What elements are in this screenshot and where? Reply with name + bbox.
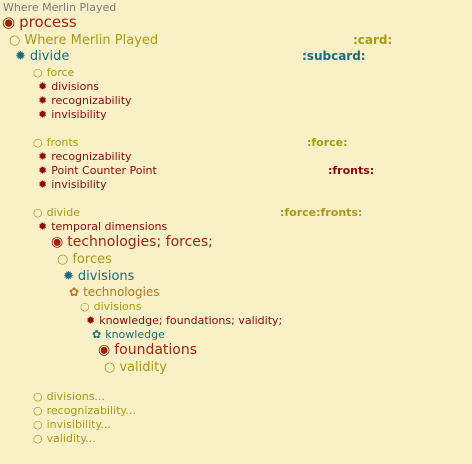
star-bullet-icon: ✹ xyxy=(38,164,48,177)
outline-item-label: Point Counter Point xyxy=(51,164,157,177)
circle-bullet-icon: ○ xyxy=(57,252,69,267)
outline-item-knowledge-foundations-validity[interactable]: ✹ knowledge; foundations; validity; xyxy=(86,315,282,326)
outline-item-divide[interactable]: ○ divide xyxy=(33,207,80,218)
outline-item-label: recognizability xyxy=(51,150,132,163)
outline-item-label: fronts xyxy=(46,136,79,149)
tag-force-fronts: :force:fronts: xyxy=(280,206,363,219)
circle-dot-bullet-icon: ◉ xyxy=(2,13,16,31)
outline-item-label: validity... xyxy=(46,432,96,445)
circle-bullet-icon: ○ xyxy=(33,390,43,403)
circle-bullet-icon: ○ xyxy=(33,136,43,149)
circle-dot-bullet-icon: ◉ xyxy=(51,234,64,250)
outline-item-force[interactable]: ○ force xyxy=(33,67,74,78)
outline-item-label: knowledge; foundations; validity; xyxy=(99,314,283,327)
outline-item-label: invisibility... xyxy=(46,418,111,431)
outline-item-label: divisions... xyxy=(46,390,105,403)
outline-item-forces[interactable]: ○ forces xyxy=(57,253,112,266)
outline-item-divisions[interactable]: ✹ divisions xyxy=(63,270,134,283)
star-bullet-icon: ✹ xyxy=(38,220,48,233)
star-bullet-icon: ✹ xyxy=(38,178,48,191)
outline-item-label: technologies xyxy=(83,285,160,299)
circle-bullet-icon: ○ xyxy=(33,206,43,219)
outline-item-label: force xyxy=(46,66,75,79)
outline-item-label: divide xyxy=(29,49,70,64)
outline-item-technologies[interactable]: ✿ technologies xyxy=(69,286,160,298)
star-bullet-icon: ✹ xyxy=(38,94,48,107)
outline-item-recognizability[interactable]: ✹ recognizability xyxy=(38,95,132,106)
star-bullet-icon: ✹ xyxy=(15,49,26,64)
outline-item-fronts[interactable]: ○ fronts xyxy=(33,137,79,148)
star-bullet-icon: ✹ xyxy=(86,314,96,327)
outline-item-label: validity xyxy=(119,360,167,375)
outline-item-label: technologies; forces; xyxy=(67,234,213,250)
outline-item-label: Where Merlin Played xyxy=(24,33,159,48)
outline-item-collapsed[interactable]: ○ recognizability... xyxy=(33,405,136,416)
star-bullet-icon: ✹ xyxy=(38,108,48,121)
star-bullet-icon: ✹ xyxy=(38,150,48,163)
outline-item-label: divide xyxy=(46,206,80,219)
circle-bullet-icon: ○ xyxy=(33,432,43,445)
outline-item-point-counter-point[interactable]: ✹ Point Counter Point xyxy=(38,165,157,176)
outline-item-label: knowledge xyxy=(105,328,165,341)
outline-item-collapsed[interactable]: ○ divisions... xyxy=(33,391,105,402)
flower-bullet-icon: ✿ xyxy=(69,285,80,299)
circle-bullet-icon: ○ xyxy=(9,33,21,48)
outline-item-label: divisions xyxy=(51,80,100,93)
outline-item-invisibility[interactable]: ✹ invisibility xyxy=(38,109,107,120)
circle-bullet-icon: ○ xyxy=(33,66,43,79)
circle-bullet-icon: ○ xyxy=(33,404,43,417)
circle-bullet-icon: ○ xyxy=(33,418,43,431)
circle-bullet-icon: ○ xyxy=(80,300,90,313)
outline-item-divide[interactable]: ✹ divide xyxy=(15,50,69,63)
outline-item-process[interactable]: ◉ process xyxy=(2,15,77,30)
outline-item-label: divisions xyxy=(93,300,142,313)
outline-item-label: recognizability... xyxy=(46,404,136,417)
star-bullet-icon: ✹ xyxy=(38,80,48,93)
outline-item-temporal-dimensions[interactable]: ✹ temporal dimensions xyxy=(38,221,167,232)
outline-item-collapsed[interactable]: ○ invisibility... xyxy=(33,419,111,430)
outline-item-label: foundations xyxy=(114,342,198,358)
outline-item-label: divisions xyxy=(77,269,135,284)
outline-item-technologies-forces[interactable]: ◉ technologies; forces; xyxy=(51,235,213,249)
tag-fronts: :fronts: xyxy=(328,164,375,177)
outline-item-label: temporal dimensions xyxy=(51,220,168,233)
outline-item-divisions[interactable]: ✹ divisions xyxy=(38,81,99,92)
outline-item-label: invisibility xyxy=(51,178,107,191)
tag-subcard: :subcard: xyxy=(302,49,366,63)
outline-item-divisions[interactable]: ○ divisions xyxy=(80,301,141,312)
tag-force: :force: xyxy=(307,136,348,149)
outline-item-knowledge[interactable]: ✿ knowledge xyxy=(92,329,165,340)
outline-item-label: process xyxy=(19,13,77,31)
outline-item-invisibility[interactable]: ✹ invisibility xyxy=(38,179,107,190)
outline-item-card[interactable]: ○ Where Merlin Played xyxy=(9,34,158,47)
page-title: Where Merlin Played xyxy=(3,1,117,14)
star-bullet-icon: ✹ xyxy=(63,269,74,284)
outline-item-label: forces xyxy=(72,252,112,267)
circle-bullet-icon: ○ xyxy=(104,360,116,375)
circle-dot-bullet-icon: ◉ xyxy=(98,342,111,358)
outline-item-recognizability[interactable]: ✹ recognizability xyxy=(38,151,132,162)
outline-item-validity[interactable]: ○ validity xyxy=(104,361,167,374)
flower-bullet-icon: ✿ xyxy=(92,328,102,341)
outline-item-foundations[interactable]: ◉ foundations xyxy=(98,343,197,357)
outline-item-collapsed[interactable]: ○ validity... xyxy=(33,433,96,444)
tag-card: :card: xyxy=(353,33,393,47)
outline-item-label: recognizability xyxy=(51,94,132,107)
outline-item-label: invisibility xyxy=(51,108,107,121)
